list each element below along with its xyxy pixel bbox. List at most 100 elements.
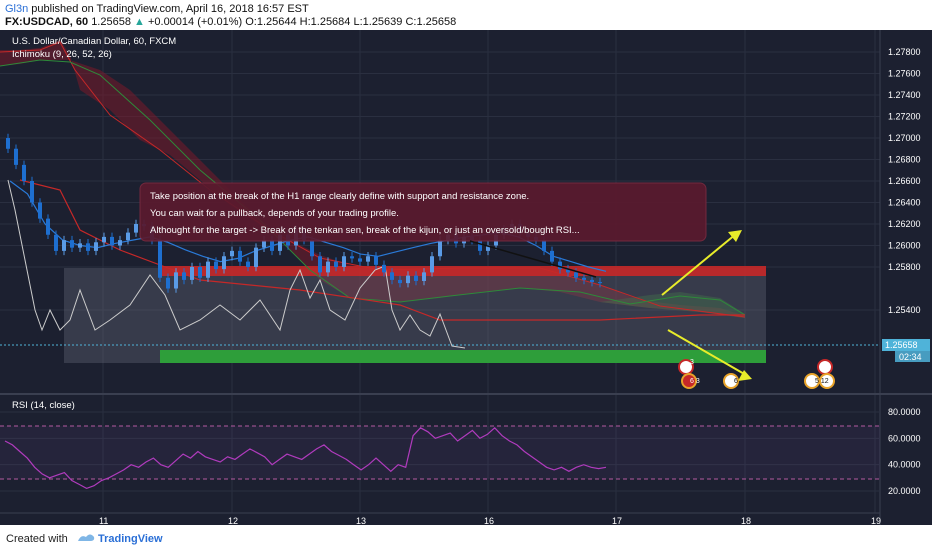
down-arrow-line [667,329,747,376]
candle-body [262,240,266,248]
symbol-label: FX:USDCAD, 60 [5,16,89,28]
candle-body [46,218,50,235]
candle-body [366,256,370,262]
price-tick-label: 1.26600 [888,176,921,186]
rsi-pane-title: RSI (14, close) [12,400,75,411]
candle-body [270,240,274,251]
price-tick-label: 1.27200 [888,112,921,122]
event-badge-3-sub: 5 12 [815,378,829,385]
countdown-value: 02:34 [899,352,922,362]
candle-body [222,256,226,270]
candle-body [238,250,242,262]
candle-body [542,240,546,251]
candle-body [78,243,82,248]
tradingview-link[interactable]: TradingView [98,533,163,545]
candle-body [278,234,282,251]
cloud-area [0,40,745,318]
candle-body [350,256,354,259]
candle-body [38,202,42,219]
candle-body [198,267,202,278]
time-tick-label: 16 [484,516,494,525]
price-chart[interactable]: Take position at the break of the H1 ran… [0,30,932,525]
publish-line: Gl3n published on TradingView.com, April… [5,3,309,15]
annotation-pointer [469,240,597,278]
up-arrow-icon [728,230,742,242]
candle-body [326,261,330,273]
annotation-line-2: You can wait for a pullback, depends of … [150,208,399,219]
time-tick-label: 18 [741,516,751,525]
price-tick-label: 1.25400 [888,305,921,315]
rsi-tick-label: 60.0000 [888,433,921,443]
candle-body [598,282,602,284]
time-tick-label: 13 [356,516,366,525]
flag-icon[interactable] [681,373,697,389]
up-arrow-line [661,233,737,296]
main-pane-title: U.S. Dollar/Canadian Dollar, 60, FXCM [12,36,176,47]
price-tick-label: 1.27400 [888,90,921,100]
candle-body [166,277,170,289]
last-price-value: 1.25658 [885,340,918,350]
candle-body [30,181,34,203]
annotation-background [139,182,707,242]
publish-info: published on TradingView.com, April 16, … [28,3,309,15]
kijun-line [19,179,745,321]
candle-body [118,240,122,246]
rsi-band-fill [0,426,880,479]
price-tick-label: 1.27600 [888,69,921,79]
last-price: 1.25658 [91,16,131,28]
tradingview-logo-icon [78,534,95,541]
candle-body [14,148,18,165]
flag-icon[interactable] [819,373,835,389]
flag-icon[interactable] [723,373,739,389]
time-tick-label: 19 [871,516,881,525]
ohlc-values: O:1.25644 H:1.25684 L:1.25639 C:1.25658 [245,16,457,28]
candle-body [214,261,218,270]
candle-body [582,277,586,280]
candle-body [358,258,362,262]
candle-body [590,279,594,283]
rsi-tick-label: 40.0000 [888,460,921,470]
annotation-box[interactable]: Take position at the break of the H1 ran… [139,182,707,242]
candle-body [566,269,570,273]
rsi-tick-label: 20.0000 [888,486,921,496]
candle-body [374,256,378,265]
price-tick-label: 1.27000 [888,133,921,143]
candle-body [54,234,58,251]
candle-body [246,261,250,267]
support-zone [160,350,766,363]
annotation-line-3: Althought for the target -> Break of the… [150,225,580,236]
quote-line: FX:USDCAD, 60 1.25658 ▲ +0.00014 (+0.01%… [5,16,456,28]
event-badge-2-sub: 6 [734,378,738,385]
down-arrow-icon [738,370,752,381]
author-link[interactable]: Gl3n [5,3,29,15]
price-tick-label: 1.26800 [888,155,921,165]
rsi-grid: 80.0000 60.0000 40.0000 20.0000 [0,407,921,496]
candle-body [22,164,26,181]
candle-body [382,264,386,273]
price-tick-label: 1.26400 [888,198,921,208]
event-badges[interactable]: 3 6 3 6 5 12 [678,359,835,389]
candle-body [422,272,426,281]
candle-body [318,256,322,273]
candle-body [102,236,106,243]
event-badge-3[interactable] [817,359,833,375]
candle-body [438,240,442,257]
candle-body [406,275,410,284]
candle-body [574,272,578,278]
candle-body [334,261,338,267]
candle-body [62,240,66,251]
price-tick-label: 1.26200 [888,219,921,229]
price-tick-label: 1.27800 [888,47,921,57]
time-tick-label: 17 [612,516,622,525]
candle-body [110,236,114,246]
candle-body [6,138,10,149]
candle-body [70,240,74,248]
header-bar: Gl3n published on TradingView.com, April… [0,0,932,30]
price-tick-label: 1.26000 [888,241,921,251]
candle-body [134,224,138,233]
candle-body [414,275,418,281]
price-axis[interactable] [880,30,932,525]
candle-body [94,242,98,251]
rsi-tick-label: 80.0000 [888,407,921,417]
candle-body [174,272,178,289]
